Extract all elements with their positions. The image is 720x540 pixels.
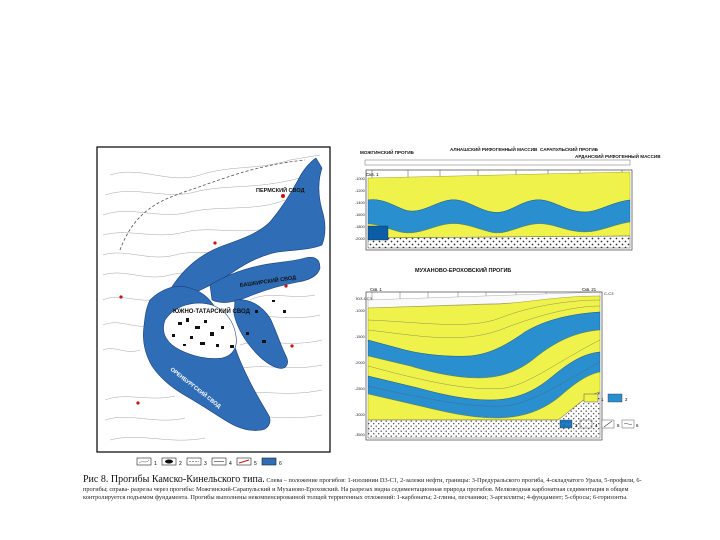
- profile-bottom-left-code: ЮЗ-ССЗ: [356, 296, 373, 301]
- svg-text:2: 2: [625, 397, 628, 402]
- profile-bottom-depth-3: -2000: [355, 361, 365, 365]
- legend-num-4: 4: [229, 461, 232, 467]
- svg-text:3: 3: [575, 423, 578, 428]
- profile-bottom-depth-5: -3000: [355, 413, 365, 417]
- caption-text: Слева – положение прогибов: 1-изолинии D…: [83, 477, 642, 502]
- profile-bottom-depth-2: -1500: [355, 335, 365, 339]
- profile-bottom-header: МУХАНОВО-ЕРОХОВСКИЙ ПРОГИБ: [415, 266, 511, 274]
- tatar-vault-label: ЮЖНО-ТАТАРСКИЙ СВОД: [173, 307, 251, 315]
- profile-top-depth-5: -1800: [355, 225, 365, 229]
- profile-top-depth-4: -1600: [355, 213, 365, 217]
- profile-top-header-1: МОЖГИНСКИЙ ПРОГИБ: [360, 148, 414, 155]
- svg-text:1: 1: [601, 397, 604, 402]
- profile-bottom-depth-6: -3500: [355, 433, 365, 437]
- svg-text:5: 5: [617, 423, 620, 428]
- profile-top-well-start: Скв. 1: [366, 172, 379, 177]
- svg-text:6: 6: [636, 423, 639, 428]
- caption-lead: Рис 8. Прогибы Камско-Кинельского типа.: [83, 474, 265, 485]
- svg-text:4: 4: [595, 423, 598, 428]
- profile-top-depth-6: -2000: [355, 237, 365, 241]
- legend-num-1: 1: [154, 461, 157, 467]
- legend-num-2: 2: [179, 461, 182, 467]
- profile-top-depth-3: -1400: [355, 201, 365, 205]
- profile-legend: 1 2 3 4 5 6: [559, 393, 639, 429]
- profile-top-header-3: САРАПУЛЬСКИЙ ПРОГИБ: [540, 145, 599, 152]
- profile-bottom-depth-1: -1000: [355, 309, 365, 313]
- profile-bottom: МУХАНОВО-ЕРОХОВСКИЙ ПРОГИБ ЮЗ-ССЗ С-СЗ С…: [355, 266, 614, 441]
- profile-top-header-4: АРДАНСКИЙ РИФОГЕННЫЙ МАССИВ: [575, 152, 661, 159]
- map-oil-deposits: [172, 300, 286, 348]
- map-legend: 1 2 3 4 5 6: [136, 457, 282, 467]
- profile-top-depth-2: -1200: [355, 189, 365, 193]
- map-panel: ПЕРМСКИЙ СВОД БАШКИРСКИЙ СВОД ЮЖНО-ТАТАР…: [96, 146, 331, 453]
- profile-bottom-right-code: С-СЗ: [604, 291, 614, 296]
- legend-num-3: 3: [204, 461, 207, 467]
- profile-top-header-2: АЛНАШСКИЙ РИФОГЕННЫЙ МАССИВ: [450, 145, 538, 152]
- profile-top: МОЖГИНСКИЙ ПРОГИБ АЛНАШСКИЙ РИФОГЕННЫЙ М…: [355, 145, 661, 251]
- perm-vault-label: ПЕРМСКИЙ СВОД: [256, 186, 305, 194]
- profile-bottom-well-end: Скв. 21: [582, 287, 597, 292]
- profile-bottom-depth-4: -2500: [355, 387, 365, 391]
- profile-top-depth-1: -1000: [355, 177, 365, 181]
- profile-bottom-well-start: Скв. 1: [370, 287, 382, 292]
- legend-num-6: 6: [279, 461, 282, 467]
- figure-caption: Рис 8. Прогибы Камско-Кинельского типа. …: [83, 474, 643, 503]
- legend-num-5: 5: [254, 461, 257, 467]
